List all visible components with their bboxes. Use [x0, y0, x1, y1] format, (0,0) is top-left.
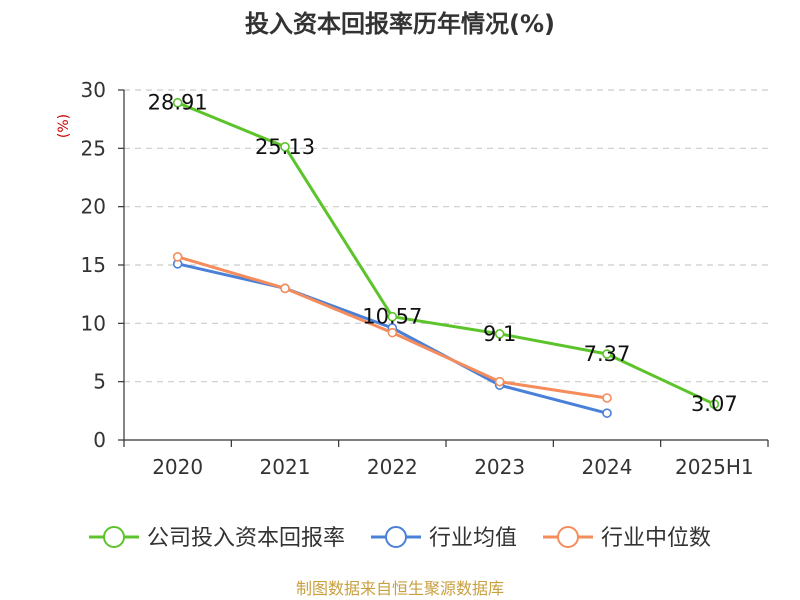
legend-label: 行业均值 — [429, 526, 517, 551]
x-tick-label-2022: 2022 — [367, 455, 418, 479]
x-tick-label-2020: 2020 — [152, 455, 203, 479]
legend-item-2[interactable]: 行业中位数 — [543, 526, 711, 551]
legend-marker-icon — [103, 526, 125, 548]
y-tick-label-15: 15 — [81, 253, 106, 277]
series-0-point-0[interactable] — [172, 97, 183, 108]
series-2-point-4[interactable] — [602, 393, 612, 403]
y-tick-label-0: 0 — [93, 428, 106, 452]
data-labels: 28.91 25.13 10.57 9.1 7.37 3.07 — [148, 91, 738, 416]
grid-lines — [124, 89, 768, 383]
x-tick-label-2024: 2024 — [582, 455, 633, 479]
series-0-point-5[interactable] — [709, 399, 720, 409]
y-tick-label-5: 5 — [93, 370, 106, 394]
legend-item-1[interactable]: 行业均值 — [371, 526, 517, 551]
y-tick-label-25: 25 — [81, 136, 106, 160]
legend-label: 行业中位数 — [601, 526, 711, 551]
series-0-point-3[interactable] — [494, 329, 505, 339]
data-label-1: 25.13 — [255, 135, 315, 159]
y-axis-unit-label: (%) — [56, 114, 72, 138]
series-0-point-2[interactable] — [387, 311, 398, 322]
series-2-point-1[interactable] — [280, 283, 290, 294]
series-lines — [172, 97, 720, 418]
data-label-2: 10.57 — [362, 305, 422, 329]
axes: 0 5 10 15 20 25 30 2020 2021 2022 2023 2024 2025H1 — [81, 78, 769, 479]
data-label-0: 28.91 — [148, 91, 208, 115]
series-line-1 — [177, 262, 608, 415]
series-line-0 — [177, 101, 715, 406]
legend[interactable]: 公司投入资本回报率 行业均值 行业中位数 — [89, 526, 711, 551]
series-1-point-4[interactable] — [602, 408, 612, 418]
data-label-3: 9.1 — [483, 322, 516, 346]
series-0-point-4[interactable] — [602, 349, 612, 359]
data-label-4: 7.37 — [584, 342, 631, 366]
chart-title: 投入资本回报率历年情况(%) — [245, 10, 555, 38]
legend-label: 公司投入资本回报率 — [147, 526, 345, 551]
y-tick-label-10: 10 — [81, 311, 106, 335]
series-2-point-2[interactable] — [387, 327, 398, 338]
x-tick-label-2025H1: 2025H1 — [675, 455, 754, 479]
series-0-point-1[interactable] — [280, 142, 290, 152]
legend-marker-icon — [557, 526, 579, 548]
series-2-point-0[interactable] — [172, 252, 183, 262]
data-label-5: 3.07 — [691, 392, 738, 416]
source-note: 制图数据来自恒生聚源数据库 — [296, 579, 504, 598]
legend-marker-icon — [385, 526, 407, 548]
y-tick-label-20: 20 — [81, 195, 106, 219]
y-tick-label-30: 30 — [81, 78, 106, 102]
x-tick-label-2023: 2023 — [474, 455, 525, 479]
series-2-point-3[interactable] — [494, 376, 505, 387]
x-tick-label-2021: 2021 — [260, 455, 311, 479]
legend-item-0[interactable]: 公司投入资本回报率 — [89, 526, 345, 551]
